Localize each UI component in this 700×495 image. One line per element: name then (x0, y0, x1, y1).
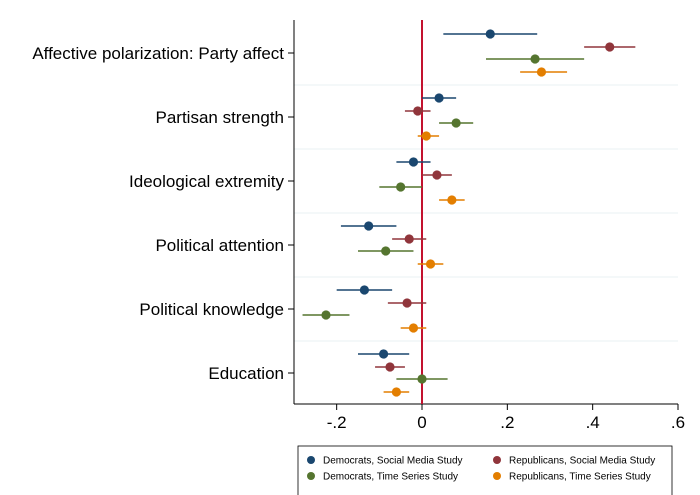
category-label: Affective polarization: Party affect (32, 44, 284, 63)
point-estimate (530, 54, 540, 64)
point-estimate (536, 67, 547, 77)
point-estimate (408, 323, 419, 333)
category-label: Education (208, 364, 284, 383)
x-tick-label: 0 (417, 413, 426, 432)
point-estimate (425, 259, 436, 269)
point-estimate (396, 182, 406, 192)
point-estimate (385, 362, 395, 372)
legend-label: Democrats, Time Series Study (323, 472, 458, 483)
category-label: Partisan strength (155, 108, 284, 127)
category-label: Political attention (155, 236, 284, 255)
point-estimate (434, 93, 444, 103)
legend-marker (307, 472, 315, 480)
point-estimate (391, 387, 401, 397)
point-estimate (451, 118, 461, 128)
category-label: Ideological extremity (129, 172, 284, 191)
plot-frame (293, 20, 678, 405)
x-tick-label: -.2 (327, 413, 347, 432)
legend-label: Republicans, Time Series Study (509, 472, 651, 483)
point-estimate (485, 29, 495, 39)
point-estimate (417, 374, 427, 384)
point-estimate (402, 298, 412, 308)
point-estimate (447, 195, 457, 205)
legend-marker (307, 456, 315, 464)
y-axis: Affective polarization: Party affect Part… (32, 44, 294, 383)
legend-box (297, 445, 673, 495)
x-axis: -.2 0 .2 .4 .6 (327, 404, 685, 432)
point-estimate (432, 170, 442, 180)
data-marks (302, 29, 636, 397)
x-tick-label: .2 (500, 413, 514, 432)
point-estimate (605, 42, 615, 52)
category-label: Political knowledge (139, 300, 284, 319)
point-estimate (359, 285, 369, 295)
point-estimate (404, 234, 414, 244)
point-estimate (413, 106, 423, 116)
legend-marker (493, 472, 501, 480)
point-estimate (408, 157, 419, 167)
point-estimate (379, 349, 389, 359)
legend-label: Republicans, Social Media Study (509, 456, 655, 467)
point-estimate (364, 221, 374, 231)
x-tick-label: .4 (586, 413, 600, 432)
point-estimate (381, 246, 391, 256)
point-estimate (421, 131, 431, 141)
legend-marker (493, 456, 501, 464)
legend: Democrats, Social Media Study Republicans… (297, 445, 673, 495)
category-separators (294, 84, 678, 342)
legend-label: Democrats, Social Media Study (323, 456, 463, 467)
point-estimate (321, 310, 331, 320)
x-tick-label: .6 (671, 413, 685, 432)
